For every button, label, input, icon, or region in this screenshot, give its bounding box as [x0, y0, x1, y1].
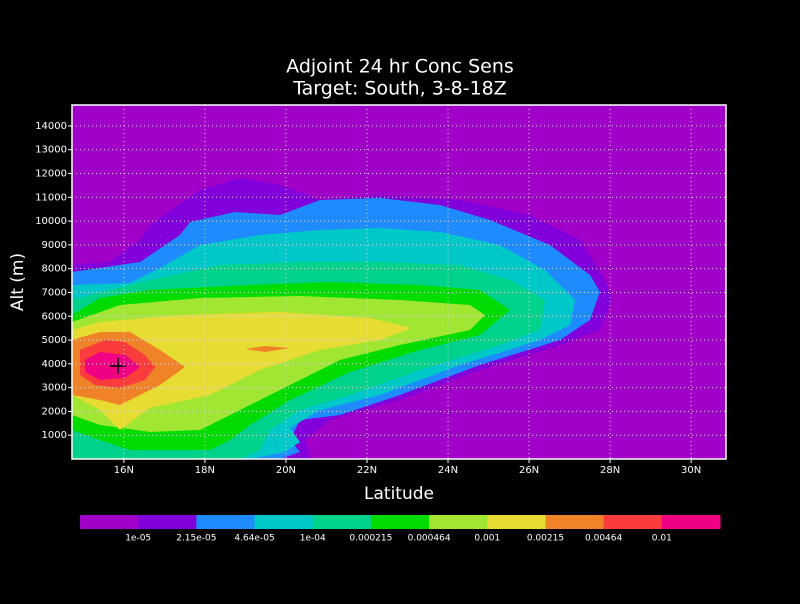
colorbar-label: 0.00464 — [585, 534, 622, 544]
colorbar-swatch — [661, 515, 721, 529]
x-tick-label: 24N — [438, 465, 458, 476]
colorbar-label: 0.00215 — [527, 534, 564, 544]
x-tick-label: 16N — [114, 465, 134, 476]
x-tick-label: 22N — [357, 465, 377, 476]
colorbar-label: 2.15e-05 — [176, 534, 216, 544]
y-tick-label: 9000 — [42, 240, 67, 251]
y-tick-label: 5000 — [42, 335, 67, 346]
y-tick-label: 13000 — [35, 145, 67, 156]
target-marker — [110, 358, 126, 374]
x-tick-label: 28N — [600, 465, 620, 476]
y-tick-label: 1000 — [42, 430, 67, 441]
y-tick-label: 4000 — [42, 359, 67, 370]
y-axis-label: Alt (m) — [8, 253, 28, 311]
colorbar-label: 0.01 — [652, 534, 672, 544]
colorbar-swatch — [603, 515, 663, 529]
chart-title: Adjoint 24 hr Conc Sens — [286, 56, 514, 78]
y-tick-label: 12000 — [35, 169, 67, 180]
x-tick-label: 20N — [276, 465, 296, 476]
colorbar-label: 4.64e-05 — [234, 534, 274, 544]
colorbar-swatch — [312, 515, 372, 529]
colorbar-swatch — [370, 515, 430, 529]
x-axis-label: Latitude — [364, 484, 434, 504]
x-tick-label: 26N — [519, 465, 539, 476]
colorbar-swatch — [254, 515, 314, 529]
colorbar-label: 0.001 — [474, 534, 500, 544]
colorbar-label: 1e-04 — [300, 534, 326, 544]
y-tick-label: 2000 — [42, 406, 67, 417]
colorbar-label: 0.000215 — [349, 534, 392, 544]
contour-band — [245, 346, 290, 352]
y-tick-label: 7000 — [42, 287, 67, 298]
y-tick-label: 3000 — [42, 383, 67, 394]
colorbar-swatch — [487, 515, 546, 529]
colorbar-label: 1e-05 — [125, 534, 151, 544]
y-tick-label: 8000 — [42, 264, 67, 275]
colorbar-swatch — [138, 515, 197, 529]
chart-subtitle: Target: South, 3-8-18Z — [292, 78, 507, 100]
plot-frame — [71, 104, 727, 460]
x-tick-label: 18N — [195, 465, 215, 476]
y-tick-label: 14000 — [35, 121, 67, 132]
x-tick-label: 30N — [681, 465, 701, 476]
plot-area — [72, 105, 726, 459]
contour-band — [72, 312, 412, 430]
y-tick-label: 6000 — [42, 311, 67, 322]
y-tick-label: 10000 — [35, 216, 67, 227]
colorbar-swatch — [196, 515, 256, 529]
y-tick-label: 11000 — [35, 192, 67, 203]
colorbar-swatch — [80, 515, 139, 529]
colorbar-label: 0.000464 — [408, 534, 451, 544]
colorbar-swatch — [545, 515, 605, 529]
colorbar-swatch — [429, 515, 488, 529]
